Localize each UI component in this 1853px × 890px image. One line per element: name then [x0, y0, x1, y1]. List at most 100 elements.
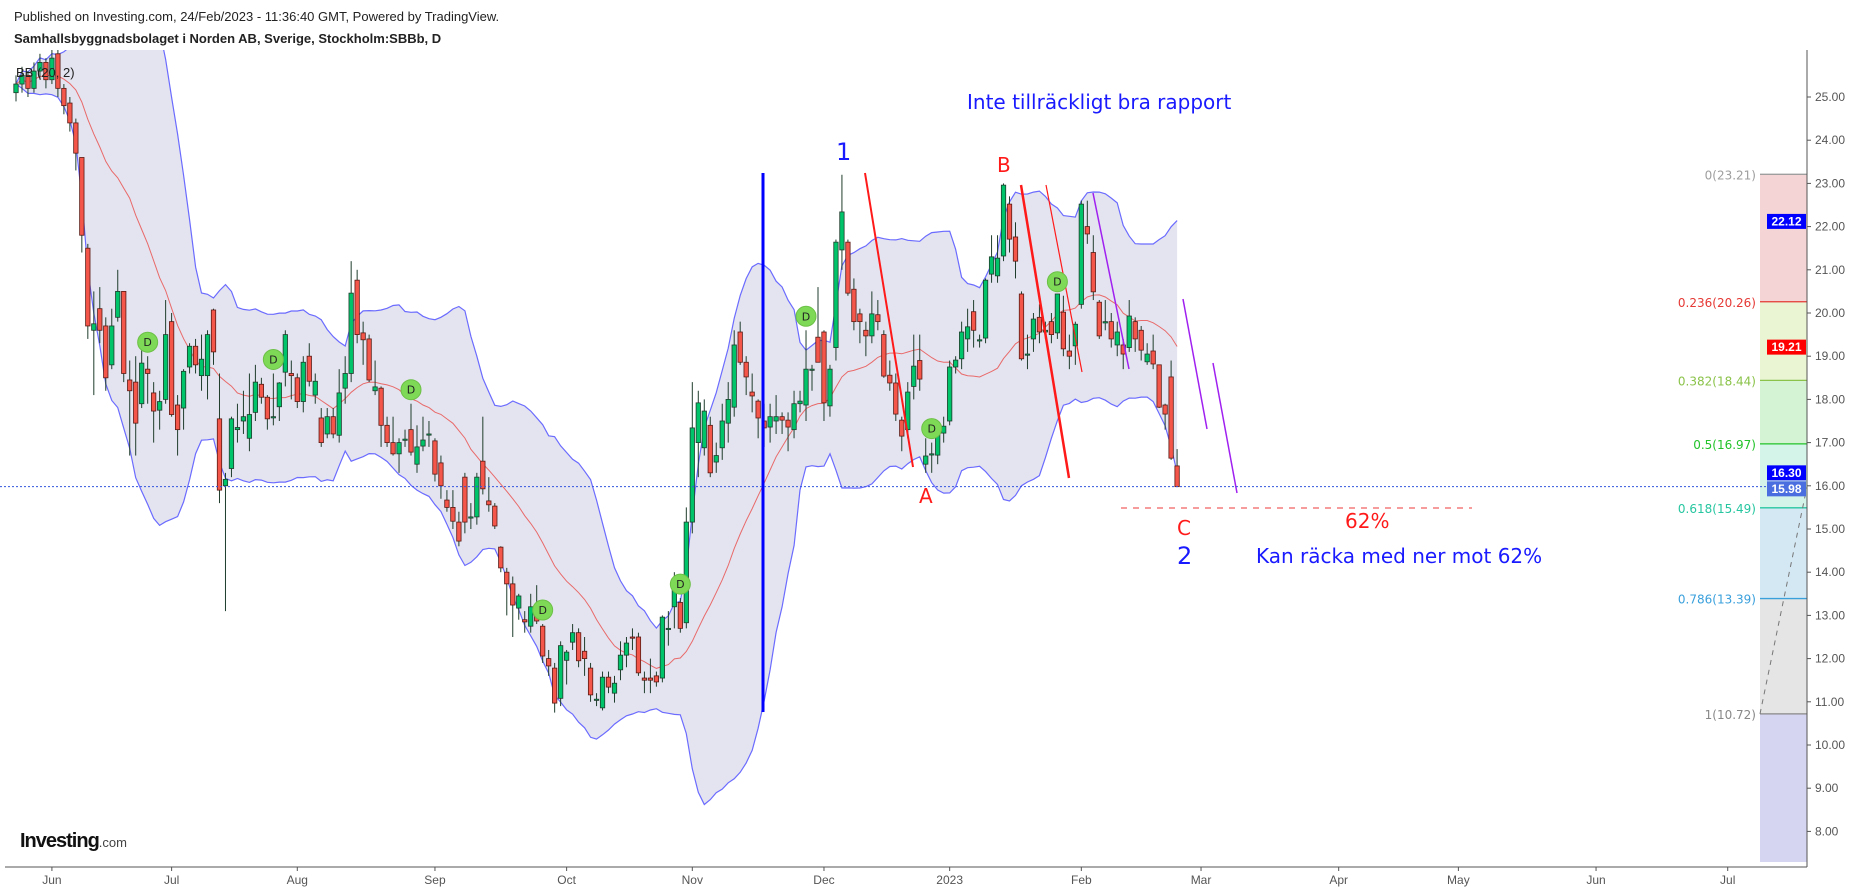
candle	[635, 632, 642, 676]
indicator-label[interactable]: BB (20, 2)	[16, 65, 75, 80]
candle-body	[988, 256, 995, 275]
candle	[647, 658, 654, 694]
candle-body	[37, 62, 43, 72]
candle	[1108, 313, 1114, 348]
candle	[426, 421, 432, 447]
candle	[737, 321, 743, 365]
y-axis[interactable]: 8.00 9.00 10.00 11.00 12.00 13.00 14.00 15.00 16…	[1807, 90, 1845, 838]
candle-body	[55, 53, 61, 89]
candle	[845, 239, 851, 296]
candle	[25, 71, 31, 97]
candle-body	[869, 313, 875, 337]
price-tag-bg	[1767, 213, 1806, 229]
candle-body	[366, 338, 372, 381]
candle	[157, 390, 163, 430]
trend-line-red-1[interactable]	[864, 172, 914, 468]
dividend-marker: D	[532, 599, 554, 621]
candle-body	[982, 279, 989, 339]
trend-line-red-2[interactable]	[1019, 184, 1071, 479]
candle-body	[1144, 353, 1150, 363]
trend-line-purple-1[interactable]	[1092, 192, 1130, 370]
candle-body	[821, 331, 827, 404]
candle	[1066, 334, 1072, 370]
candle-body	[163, 334, 169, 400]
candle	[546, 649, 552, 676]
candle-body	[498, 546, 504, 569]
y-tick-label: 15.00	[1815, 522, 1845, 536]
investing-logo[interactable]: Investing.com	[20, 830, 127, 853]
candle-body	[689, 427, 695, 523]
y-tick-label: 16.00	[1815, 479, 1845, 493]
candle	[204, 330, 211, 400]
x-axis[interactable]: Jun Jul Aug Sep Oct Nov Dec 2023 Feb Mar Apr May Jun…	[42, 867, 1735, 887]
dividend-marker: D	[137, 331, 159, 353]
candle-body	[276, 382, 282, 408]
candle	[695, 390, 701, 478]
candle-body	[683, 521, 689, 624]
candle	[19, 66, 25, 93]
candle	[863, 321, 869, 357]
y-tick-label: 20.00	[1815, 306, 1845, 320]
candle-body	[25, 75, 31, 89]
candle	[827, 364, 833, 417]
candle	[504, 567, 510, 616]
x-tick-label: Mar	[1191, 873, 1212, 887]
candle-body	[803, 368, 809, 406]
trend-line-purple-2[interactable]	[1182, 298, 1208, 430]
candle-body	[85, 247, 91, 327]
x-tick-label: Dec	[813, 873, 834, 887]
candle-body	[611, 682, 618, 694]
dividend-marker-circle	[1046, 271, 1068, 293]
candle	[701, 399, 707, 456]
candle	[665, 611, 671, 646]
candle	[444, 490, 450, 512]
y-tick-label: 22.00	[1815, 220, 1845, 234]
x-tick-label: Aug	[287, 873, 308, 887]
dividend-marker-circle	[921, 418, 943, 440]
candle-body	[426, 433, 432, 436]
price-tag-bg	[1767, 465, 1806, 481]
candle	[258, 377, 264, 404]
candle-body	[593, 698, 600, 701]
candle-body	[456, 521, 462, 542]
dividend-marker-circle	[669, 573, 691, 595]
price-tag-label: 16.30	[1771, 466, 1801, 480]
candle	[1150, 334, 1156, 370]
price-tag-label: 19.21	[1771, 340, 1801, 354]
candle	[1162, 403, 1168, 430]
candle-body	[1096, 301, 1102, 337]
candle-body	[575, 632, 582, 662]
candle	[354, 269, 360, 344]
candle	[570, 624, 576, 650]
dividend-marker: D	[669, 573, 691, 595]
candle-body	[1078, 203, 1084, 305]
candle	[480, 416, 486, 495]
price-tag-bg	[1767, 481, 1806, 497]
drawings[interactable]: Inte tillräckligt bra rapport 1 A B C 2 …	[761, 90, 1542, 712]
dividend-marker-label: D	[802, 310, 810, 323]
candle-body	[929, 453, 935, 456]
candle	[1084, 200, 1090, 244]
candle-body	[857, 313, 863, 323]
trend-line-purple-3[interactable]	[1212, 362, 1238, 494]
candle-body	[570, 632, 576, 643]
wave-a-label: A	[919, 484, 933, 508]
dividend-marker: D	[262, 348, 284, 370]
candle-body	[174, 404, 181, 431]
candle-body	[713, 455, 719, 463]
candle	[893, 373, 899, 421]
candle	[37, 53, 43, 80]
y-tick-label: 19.00	[1815, 349, 1845, 363]
fibonacci-retracement[interactable]: 0(23.21) 0.236(20.26) 0.382(18.44) 0.5(16.9…	[1678, 168, 1808, 862]
y-tick-label: 12.00	[1815, 652, 1845, 666]
candle-body	[725, 398, 731, 424]
candle	[516, 593, 522, 620]
candle	[103, 317, 109, 391]
candle-body	[91, 323, 97, 331]
candle	[390, 416, 396, 456]
candle	[127, 360, 133, 456]
candle-body	[1162, 404, 1168, 415]
fib-trend-line	[1759, 486, 1808, 714]
dividend-marker: D	[921, 418, 943, 440]
